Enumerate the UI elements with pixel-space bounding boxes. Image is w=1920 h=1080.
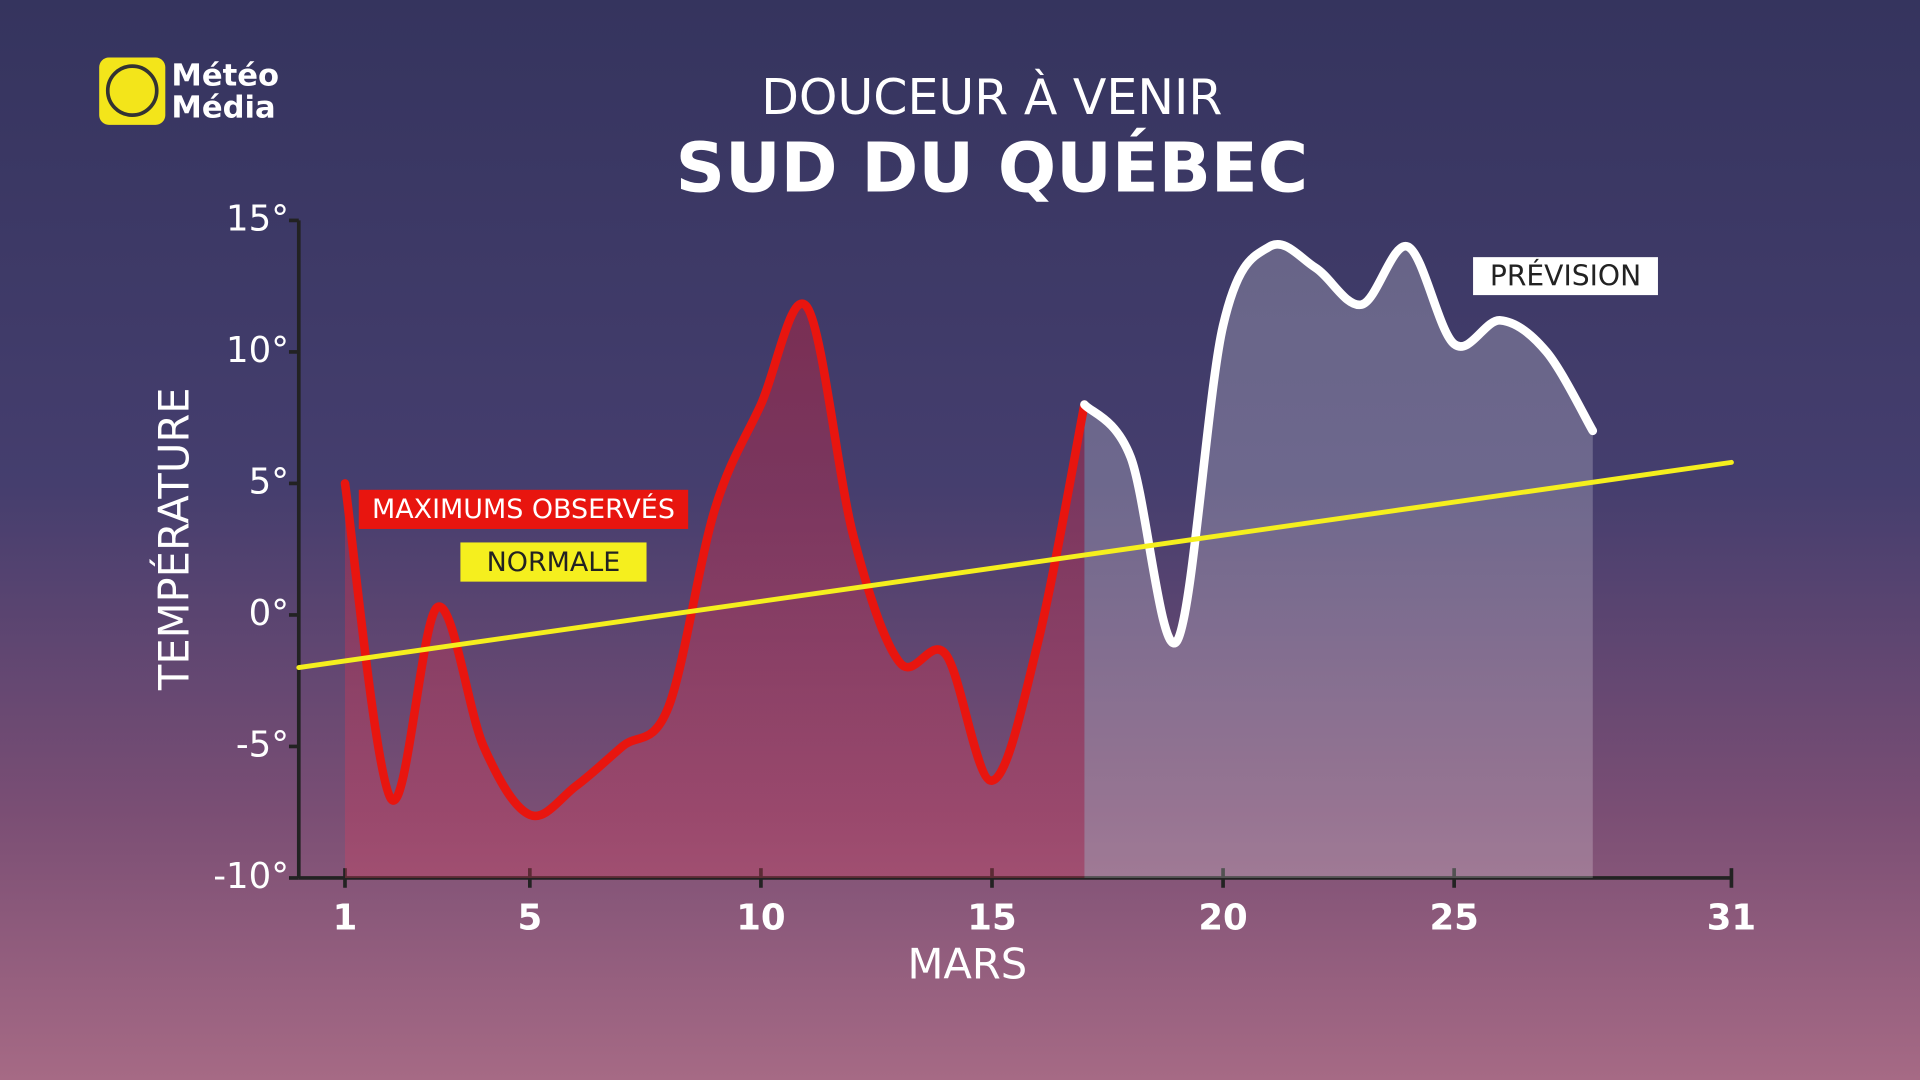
logo-text: Média [171,90,275,125]
y-tick-label: -10° [213,856,289,897]
legend-label: PRÉVISION [1490,258,1641,292]
legend-swatch [1473,257,1658,296]
x-tick-label: 15 [967,898,1016,939]
x-tick-label: 10 [736,898,785,939]
logo-globe [105,64,159,117]
chart-title: DOUCEUR À VENIR [761,67,1222,126]
x-tick-label: 1 [333,898,358,939]
x-tick-label: 5 [517,898,542,939]
x-tick-label: 25 [1429,898,1478,939]
x-tick-label: 20 [1198,898,1247,939]
y-tick-label: 10° [226,330,289,371]
area [344,303,1085,878]
x-tick-label: 31 [1707,898,1756,939]
line [340,299,1089,821]
logo: Météo Média [99,57,279,125]
legend-label: NORMALE [487,547,621,578]
legend-swatch [460,542,647,582]
y-tick-label: -5° [236,724,289,765]
y-tick-label: 5° [249,461,289,502]
logo-text: Météo [171,59,279,94]
y-axis-label: TEMPÉRATURE [150,387,199,691]
legend-label: MAXIMUMS OBSERVÉS [372,493,675,525]
legend-swatch [358,489,689,529]
line [1080,240,1598,648]
x-axis-label: MARS [907,939,1027,988]
chart-subtitle: SUD DU QUÉBEC [676,127,1309,209]
line [296,459,1734,670]
y-tick-label: 0° [249,593,289,634]
y-tick-label: 15° [226,198,289,239]
